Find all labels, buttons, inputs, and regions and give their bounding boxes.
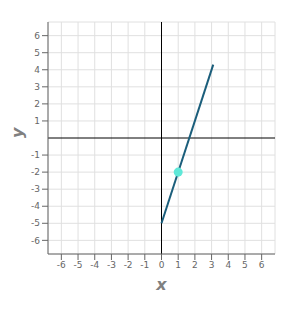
svg-text:4: 4 <box>34 65 40 75</box>
svg-text:-3: -3 <box>31 184 40 194</box>
svg-text:-6: -6 <box>31 236 40 246</box>
svg-text:2: 2 <box>192 260 198 270</box>
svg-text:3: 3 <box>209 260 215 270</box>
svg-text:-1: -1 <box>140 260 149 270</box>
svg-text:6: 6 <box>259 260 265 270</box>
svg-text:5: 5 <box>34 48 40 58</box>
svg-text:3: 3 <box>34 82 40 92</box>
svg-text:6: 6 <box>34 31 40 41</box>
svg-text:-5: -5 <box>31 218 40 228</box>
svg-text:-3: -3 <box>107 260 116 270</box>
svg-text:x: x <box>155 275 167 294</box>
svg-text:5: 5 <box>242 260 248 270</box>
svg-text:1: 1 <box>34 116 40 126</box>
svg-text:4: 4 <box>225 260 231 270</box>
svg-text:0: 0 <box>159 260 165 270</box>
svg-text:1: 1 <box>175 260 181 270</box>
svg-text:-5: -5 <box>74 260 83 270</box>
svg-text:-2: -2 <box>124 260 133 270</box>
svg-text:y: y <box>8 127 27 138</box>
svg-text:-4: -4 <box>31 201 40 211</box>
svg-text:2: 2 <box>34 99 40 109</box>
svg-text:-1: -1 <box>31 150 40 160</box>
svg-text:-2: -2 <box>31 167 40 177</box>
svg-text:-6: -6 <box>57 260 66 270</box>
svg-text:-4: -4 <box>90 260 99 270</box>
